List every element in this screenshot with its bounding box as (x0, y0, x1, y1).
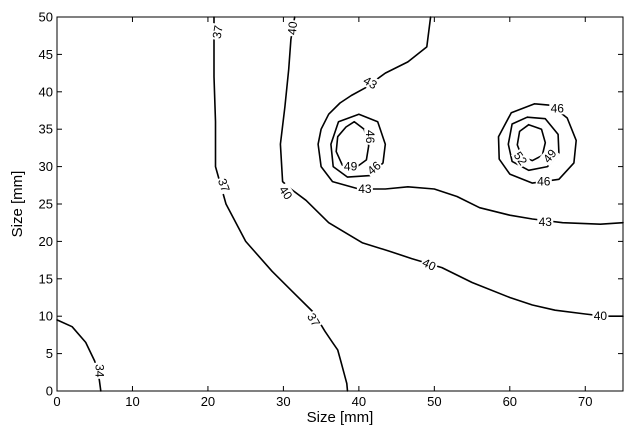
contour-label-43: 43 (537, 215, 554, 229)
contour-label-background (537, 215, 554, 228)
x-axis-label: Size [mm] (307, 409, 374, 426)
contour-label-background (363, 157, 384, 178)
plot-frame (56, 16, 624, 392)
x-tick-label: 20 (201, 394, 215, 409)
x-tick-label: 70 (578, 394, 592, 409)
contour-label-background (209, 22, 225, 41)
x-tick-label: 0 (53, 394, 60, 409)
x-tick-label: 60 (503, 394, 517, 409)
contour-label-49: 49 (539, 145, 560, 167)
contour-label-text: 43 (539, 215, 553, 229)
contour-label-37: 37 (215, 175, 234, 195)
contour-label-background (419, 254, 440, 274)
y-tick-label: 30 (39, 159, 53, 174)
contour-label-text: 40 (276, 183, 295, 202)
contour-label-43: 43 (360, 72, 381, 92)
x-tick-label: 50 (427, 394, 441, 409)
contour-label-text: 49 (344, 160, 358, 174)
y-tick-label: 40 (39, 84, 53, 99)
y-tick-label: 45 (39, 47, 53, 62)
contour-label-40: 40 (276, 182, 297, 203)
contour-label-46: 46 (549, 101, 566, 115)
contour-label-background (535, 174, 552, 188)
contour-label-background (215, 175, 234, 195)
x-axis-ticks: 0 10 20 30 40 50 60 70 (53, 17, 593, 409)
contour-label-46: 46 (363, 128, 378, 145)
contour-label-40: 40 (419, 254, 440, 274)
contour-label-46: 46 (535, 174, 552, 189)
contour-label-background (276, 182, 297, 203)
y-axis-ticks: 0 5 10 15 20 25 30 35 40 45 50 (39, 10, 623, 399)
contour-label-43: 43 (356, 182, 373, 196)
contour-label-text: 43 (361, 73, 380, 92)
contour-label-text: 40 (420, 255, 438, 273)
x-tick-label: 10 (125, 394, 139, 409)
contour-label-background (284, 19, 300, 37)
contour-label-40: 40 (592, 309, 609, 323)
x-tick-label: 30 (276, 394, 290, 409)
y-tick-label: 15 (39, 271, 53, 286)
contour-label-background (592, 309, 609, 323)
contour-label-text: 52 (511, 149, 530, 168)
contour-label-52: 52 (510, 147, 531, 169)
contour-label-background (539, 145, 560, 167)
contour-label-text: 37 (215, 177, 233, 195)
contour-label-40: 40 (284, 19, 300, 37)
contour-label-text: 46 (551, 101, 565, 115)
contour-label-text: 46 (537, 175, 551, 189)
y-axis-label: Size [mm] (9, 171, 26, 238)
contour-label-text: 37 (304, 311, 323, 330)
contour-label-background (356, 182, 373, 195)
contour-lines (56, 16, 624, 392)
contour-label-37: 37 (304, 309, 324, 330)
y-tick-label: 35 (39, 122, 53, 137)
contour-label-background (304, 309, 324, 330)
contour-label-background (364, 128, 378, 145)
contour-line-46 (497, 103, 577, 184)
contour-label-text: 43 (358, 182, 372, 196)
contour-label-text: 46 (364, 158, 383, 178)
y-tick-label: 10 (39, 309, 53, 324)
y-tick-label: 5 (46, 346, 53, 361)
contour-label-text: 46 (363, 130, 377, 144)
contour-line-37 (213, 16, 349, 392)
contour-label-46: 46 (363, 157, 384, 178)
y-tick-label: 50 (39, 10, 53, 25)
contour-label-34: 34 (92, 362, 107, 379)
contour-line-34 (56, 319, 102, 392)
x-tick-label: 40 (352, 394, 366, 409)
contour-label-background (360, 72, 381, 92)
contour-label-49: 49 (342, 159, 359, 174)
contour-label-background (342, 159, 359, 173)
y-tick-label: 20 (39, 234, 53, 249)
contour-label-text: 37 (210, 24, 226, 40)
contour-line-52 (516, 123, 547, 162)
contour-label-background (93, 362, 107, 379)
contour-labels: 34 37 37 37 40 40 40 40 43 43 43 46 46 46 46 49 49 52 (92, 19, 609, 379)
contour-label-text: 34 (92, 364, 106, 378)
contour-label-background (549, 101, 566, 115)
contour-label-text: 40 (594, 309, 608, 323)
contour-line-49 (507, 116, 560, 172)
contour-label-37: 37 (209, 22, 226, 41)
contour-label-background (510, 147, 531, 169)
contour-line-40 (279, 16, 624, 317)
y-tick-label: 25 (39, 197, 53, 212)
y-tick-label: 0 (46, 384, 53, 399)
contour-label-text: 40 (285, 21, 300, 36)
contour-line-49 (335, 120, 370, 169)
